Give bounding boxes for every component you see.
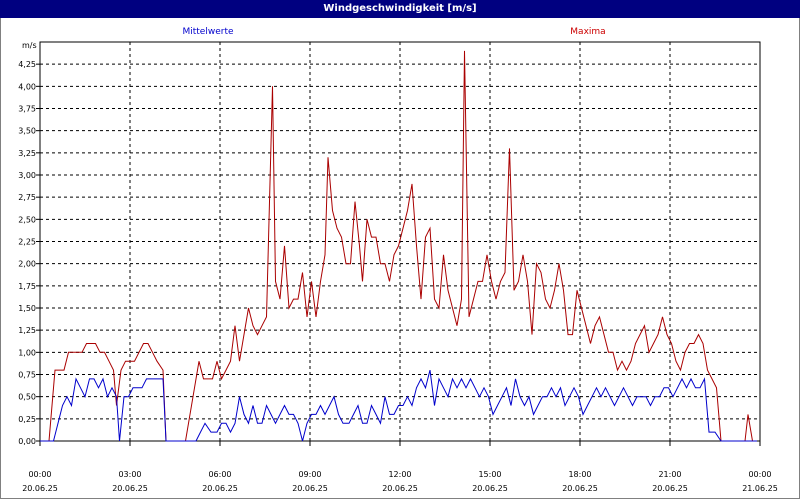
y-tick-label: 4,25 [18, 60, 36, 69]
x-tick-date: 20.06.25 [112, 484, 148, 493]
x-tick-time: 00:00 [748, 470, 771, 479]
x-tick-date: 20.06.25 [292, 484, 328, 493]
y-tick-label: 1,00 [18, 348, 36, 357]
y-tick-label: 2,75 [18, 193, 36, 202]
y-tick-label: 3,50 [18, 127, 36, 136]
y-tick-label: 0,75 [18, 371, 36, 380]
y-tick-label: 3,25 [18, 149, 36, 158]
x-tick-date: 21.06.25 [742, 484, 778, 493]
y-tick-label: 1,50 [18, 304, 36, 313]
y-tick-label: 4,00 [18, 82, 36, 91]
series-line-maxima [40, 50, 757, 442]
y-tick-label: 1,75 [18, 282, 36, 291]
y-tick-label: 0,00 [18, 437, 36, 446]
x-tick-time: 15:00 [478, 470, 501, 479]
y-axis-ticks: 0,00 0,25 0,50 0,75 1,00 1,25 1,50 1,75 2,00 2,25… [18, 60, 40, 446]
x-tick-date: 20.06.25 [382, 484, 418, 493]
x-tick-time: 00:00 [28, 470, 51, 479]
x-tick-date: 20.06.25 [562, 484, 598, 493]
y-tick-label: 2,00 [18, 260, 36, 269]
y-tick-label: 0,50 [18, 393, 36, 402]
x-tick-date: 20.06.25 [202, 484, 238, 493]
x-tick-time: 21:00 [658, 470, 681, 479]
y-axis-unit-label: m/s [22, 41, 37, 50]
x-tick-date: 20.06.25 [22, 484, 58, 493]
x-tick-date: 20.06.25 [652, 484, 688, 493]
y-tick-label: 3,00 [18, 171, 36, 180]
series-line-mittelwerte [40, 369, 757, 442]
x-tick-time: 09:00 [298, 470, 321, 479]
x-tick-date: 20.06.25 [472, 484, 508, 493]
legend-mean: Mittelwerte [182, 27, 233, 37]
x-axis-ticks: 00:00 20.06.25 03:00 20.06.25 06:00 20.06.25 0… [22, 441, 778, 493]
chart-title: Windgeschwindigkeit [m/s] [0, 0, 800, 18]
y-tick-label: 2,25 [18, 238, 36, 247]
y-tick-label: 0,25 [18, 415, 36, 424]
x-tick-time: 06:00 [208, 470, 231, 479]
y-tick-label: 1,25 [18, 326, 36, 335]
x-tick-time: 03:00 [118, 470, 141, 479]
y-tick-label: 2,50 [18, 215, 36, 224]
legend-max: Maxima [570, 27, 605, 37]
series-lines [40, 50, 757, 442]
grid [39, 41, 761, 442]
x-tick-time: 12:00 [388, 470, 411, 479]
y-tick-label: 3,75 [18, 105, 36, 114]
x-tick-time: 18:00 [568, 470, 591, 479]
